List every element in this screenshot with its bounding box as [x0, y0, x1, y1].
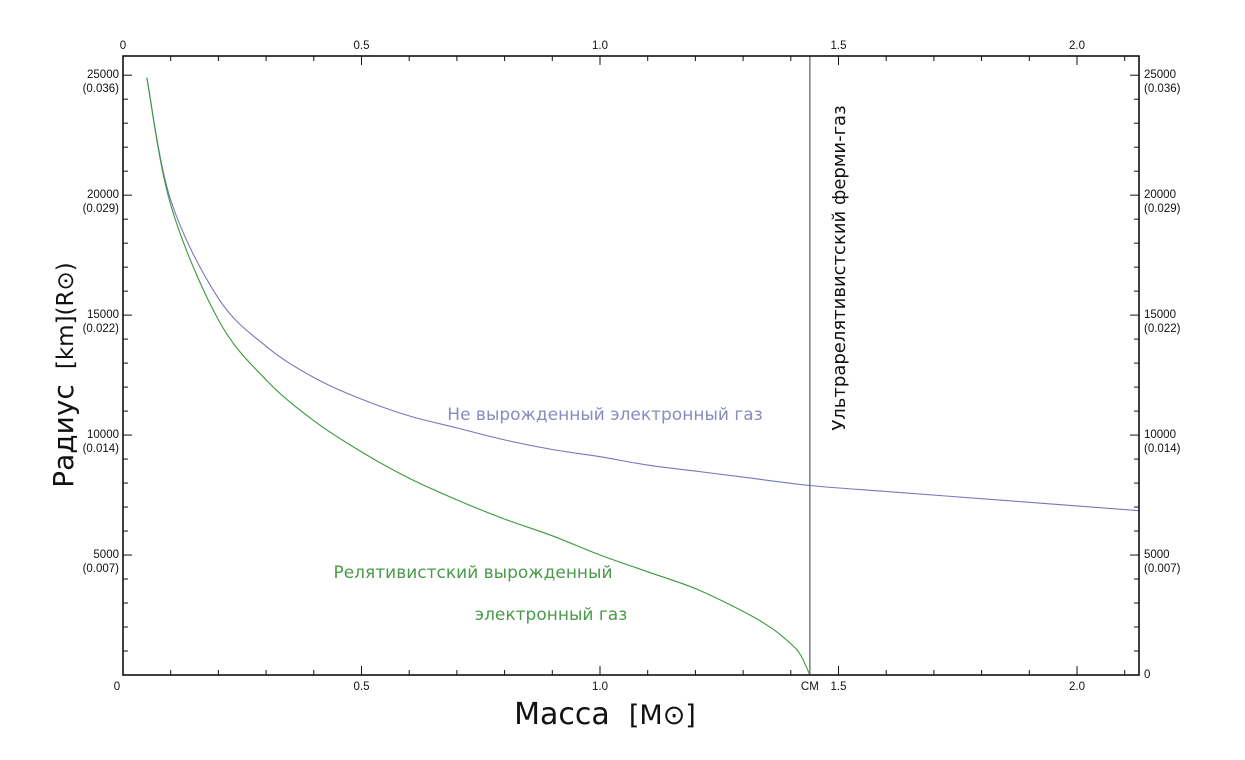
y-tick-sublabel-right: (0.014)	[1144, 443, 1181, 455]
chandrasekhar-mass-tick-label: CM	[801, 681, 819, 693]
y-tick-sublabel-right: (0.029)	[1144, 203, 1181, 215]
annotation-nondegenerate-gas: Не вырожденный электронный газ	[447, 405, 762, 425]
y-tick-label-right: 5000	[1144, 549, 1170, 561]
y-tick-sublabel-right: (0.036)	[1144, 83, 1181, 95]
x-tick-label: 2.0	[1069, 681, 1085, 693]
x-tick-label-top: 1.0	[592, 40, 608, 52]
x-axis-unit: [M⊙]	[629, 700, 696, 731]
y-tick-label: 5000	[93, 549, 119, 561]
x-axis-label: Масса	[514, 697, 610, 732]
y-tick-label: 10000	[87, 429, 119, 441]
series-relativistic-line	[146, 77, 811, 676]
annotation-relativistic-line1: Релятивистский вырожденный	[333, 563, 612, 583]
y-axis-unit: [km](R⊙)	[53, 262, 79, 369]
axis-ticks	[122, 56, 1139, 676]
y-tick-label-right: 20000	[1144, 189, 1176, 201]
y-tick-label: 25000	[87, 69, 119, 81]
y-tick-label-right: 25000	[1144, 69, 1176, 81]
x-tick-label-top: 2.0	[1069, 40, 1085, 52]
y-tick-label-right: 10000	[1144, 429, 1176, 441]
y-tick-sublabel: (0.029)	[83, 203, 120, 215]
x-tick-label: 1.5	[830, 681, 846, 693]
y-tick-label-right: 0	[1144, 669, 1150, 681]
y-tick-sublabel-right: (0.022)	[1144, 323, 1181, 335]
annotation-relativistic-line2: электронный газ	[475, 605, 628, 625]
series-lines	[146, 77, 1140, 676]
x-tick-label: 1.0	[592, 681, 608, 693]
tick-labels: 0 0.5 1.0 CM 1.5 2.0 0 0.5 1.0 1.5 2.0 25000 (0.036)…	[83, 40, 1181, 693]
x-axis-title: Масса [M⊙]	[514, 697, 696, 732]
y-axis-title: Радиус [km](R⊙)	[47, 262, 80, 488]
x-tick-label-top: 1.5	[830, 40, 846, 52]
y-tick-label: 15000	[87, 309, 119, 321]
y-tick-sublabel: (0.022)	[83, 323, 120, 335]
limit-line-label: Ультрарелятивистский ферми-газ	[829, 105, 850, 430]
y-tick-label-right: 15000	[1144, 309, 1176, 321]
y-tick-label: 20000	[87, 189, 119, 201]
x-tick-label: 0	[114, 681, 120, 693]
y-tick-sublabel: (0.007)	[83, 563, 120, 575]
x-tick-label-top: 0.5	[353, 40, 369, 52]
series-nondegenerate-line	[146, 77, 1140, 512]
y-tick-sublabel-right: (0.007)	[1144, 563, 1181, 575]
x-tick-label: 0.5	[353, 681, 369, 693]
y-axis-label: Радиус	[47, 384, 80, 488]
y-tick-sublabel: (0.014)	[83, 443, 120, 455]
plot-frame	[122, 55, 1140, 676]
x-tick-label-top: 0	[120, 40, 126, 52]
y-tick-sublabel: (0.036)	[83, 83, 120, 95]
